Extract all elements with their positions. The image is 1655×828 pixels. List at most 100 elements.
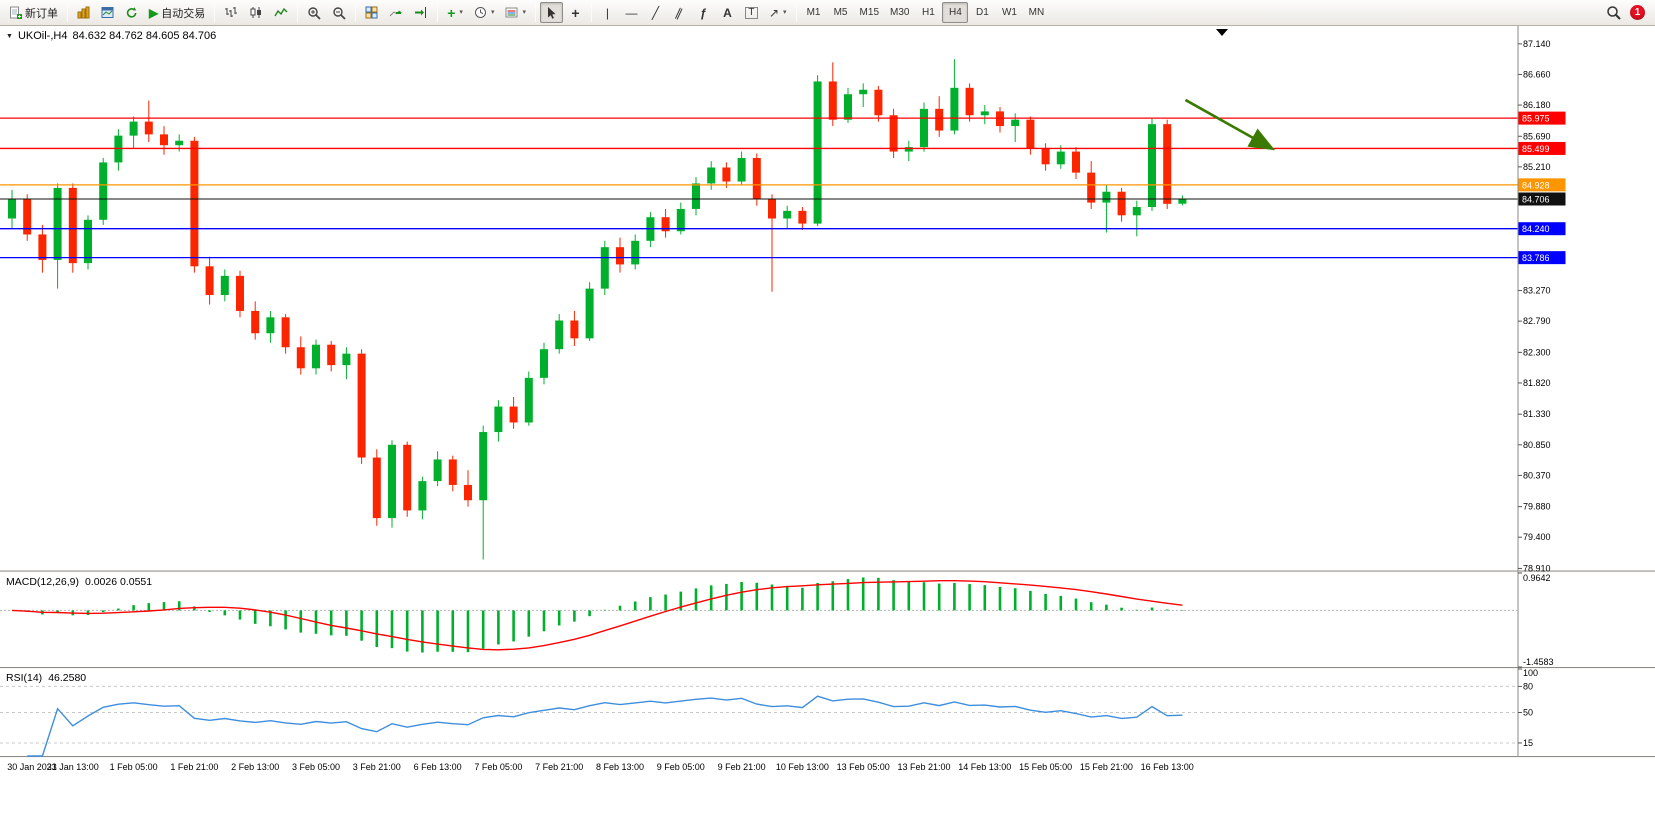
chart-shift-icon [415, 7, 427, 18]
toolbar-separator [795, 3, 797, 22]
trendline-icon: ╱ [651, 5, 660, 20]
rsi-panel: 100 80 50 15 [0, 668, 1538, 757]
svg-text:83.786: 83.786 [1522, 253, 1550, 263]
timeframe-h1-button[interactable]: H1 [915, 2, 941, 23]
price-axis[interactable]: 87.140 86.660 86.180 85.690 85.210 83.270 82.7… [1518, 39, 1566, 574]
horizontal-line-icon: — [625, 5, 638, 20]
search-button[interactable] [1601, 2, 1626, 23]
zoom-in-icon [308, 6, 321, 20]
svg-text:3 Feb 05:00: 3 Feb 05:00 [292, 762, 340, 772]
chevron-down-icon: ▾ [459, 9, 463, 16]
trendline-tool-button[interactable]: ╱ [644, 2, 667, 23]
price-badge-85.499 [1518, 141, 1566, 155]
zoom-in-button[interactable] [302, 2, 326, 23]
svg-text:13 Feb 21:00: 13 Feb 21:00 [897, 762, 950, 772]
new-chart-button[interactable] [96, 2, 119, 23]
label-tool-button[interactable]: T [740, 2, 763, 23]
svg-text:50: 50 [1523, 708, 1533, 718]
fib-retracement-icon: ƒ [700, 5, 707, 20]
autotrading-button[interactable]: ▶ 自动交易 [144, 2, 210, 23]
cursor-icon [547, 7, 556, 19]
price-badge-84.240 [1518, 222, 1566, 236]
tile-windows-icon [365, 6, 378, 19]
timeframe-h4-button[interactable]: H4 [942, 2, 969, 23]
text-tool-button[interactable]: A [716, 2, 739, 23]
new-order-label: 新订单 [25, 7, 58, 20]
cursor-tool-button[interactable] [539, 2, 563, 23]
chart-dropdown-icon[interactable]: ▼ [6, 32, 13, 40]
notification-badge[interactable]: 1 [1630, 5, 1645, 20]
timeframe-buttons: M1 M5 M15 M30 H1 H4 D1 W1 MN [801, 2, 1050, 23]
line-chart-button[interactable] [269, 2, 293, 23]
svg-text:9 Feb 21:00: 9 Feb 21:00 [718, 762, 766, 772]
svg-text:15 Feb 05:00: 15 Feb 05:00 [1019, 762, 1072, 772]
vertical-line-icon: | [605, 5, 610, 20]
main-toolbar: 新订单 ▶ 自动交易 [0, 0, 1655, 26]
svg-text:80: 80 [1523, 681, 1533, 691]
timeframe-m1-button[interactable]: M1 [801, 2, 827, 23]
timeframe-m15-button[interactable]: M15 [855, 2, 884, 23]
svg-text:85.690: 85.690 [1523, 131, 1551, 141]
crosshair-icon: + [571, 4, 580, 21]
new-order-button[interactable]: 新订单 [4, 2, 63, 23]
chart-shift-button[interactable] [409, 2, 433, 23]
templates-button[interactable]: ▾ [500, 2, 531, 23]
arrows-tool-button[interactable]: ↗ ▾ [764, 2, 792, 23]
horizontal-line-tool-button[interactable]: — [620, 2, 643, 23]
timeframe-w1-button[interactable]: W1 [996, 2, 1022, 23]
svg-text:84.706: 84.706 [1522, 194, 1550, 204]
candlestick-chart-button[interactable] [244, 2, 268, 23]
periods-button[interactable]: ▾ [469, 2, 500, 23]
svg-text:79.880: 79.880 [1523, 502, 1551, 512]
svg-text:0.9642: 0.9642 [1523, 573, 1551, 583]
chevron-down-icon: ▾ [522, 9, 526, 16]
timeframe-m5-button[interactable]: M5 [828, 2, 854, 23]
svg-text:7 Feb 21:00: 7 Feb 21:00 [535, 762, 583, 772]
rsi-values: 46.2580 [48, 672, 87, 684]
svg-text:16 Feb 13:00: 16 Feb 13:00 [1141, 762, 1194, 772]
svg-text:85.975: 85.975 [1522, 114, 1550, 124]
indicators-button[interactable]: + ▾ [442, 2, 468, 23]
zoom-out-icon [333, 6, 346, 20]
vertical-line-tool-button[interactable]: | [596, 2, 619, 23]
timeframe-d1-button[interactable]: D1 [969, 2, 995, 23]
macd-name: MACD(12,26,9) [6, 576, 79, 588]
svg-text:-1.4583: -1.4583 [1523, 657, 1554, 667]
trend-arrow-object[interactable] [1184, 98, 1276, 151]
toolbar-separator [534, 3, 536, 22]
tile-windows-button[interactable] [360, 2, 383, 23]
svg-text:100: 100 [1523, 668, 1538, 678]
indicators-plus-icon: + [447, 4, 456, 21]
auto-scroll-button[interactable] [384, 2, 408, 23]
new-chart-icon [101, 7, 114, 18]
toolbar-separator [67, 3, 68, 22]
crosshair-tool-button[interactable]: + [564, 2, 587, 23]
auto-scroll-icon [389, 10, 403, 17]
profiles-button[interactable] [72, 2, 95, 23]
svg-text:6 Feb 13:00: 6 Feb 13:00 [414, 762, 462, 772]
bar-chart-button[interactable] [219, 2, 243, 23]
svg-text:79.400: 79.400 [1523, 532, 1551, 542]
price-badge-84.928 [1518, 178, 1566, 192]
macd-indicator-title: MACD(12,26,9) 0.0026 0.0551 [6, 576, 152, 588]
refresh-button[interactable] [120, 2, 143, 23]
svg-text:82.300: 82.300 [1523, 347, 1551, 357]
fibonacci-tool-button[interactable]: ƒ [692, 2, 715, 23]
svg-text:7 Feb 05:00: 7 Feb 05:00 [474, 762, 522, 772]
svg-text:2 Feb 13:00: 2 Feb 13:00 [231, 762, 279, 772]
svg-text:15: 15 [1523, 738, 1533, 748]
timeframe-mn-button[interactable]: MN [1023, 2, 1049, 23]
timeframe-m30-button[interactable]: M30 [885, 2, 914, 23]
macd-panel: 0.9642 -1.4583 [0, 572, 1554, 668]
toolbar-separator [437, 3, 439, 22]
text-tool-icon: A [723, 5, 732, 20]
svg-text:84.928: 84.928 [1522, 180, 1550, 190]
refresh-icon [126, 7, 137, 18]
channel-tool-button[interactable]: ∥ [668, 2, 691, 23]
zoom-out-button[interactable] [327, 2, 351, 23]
candles-layer [8, 59, 1187, 560]
autotrading-label: 自动交易 [161, 7, 206, 20]
chart-shift-marker-icon[interactable] [1216, 29, 1228, 36]
